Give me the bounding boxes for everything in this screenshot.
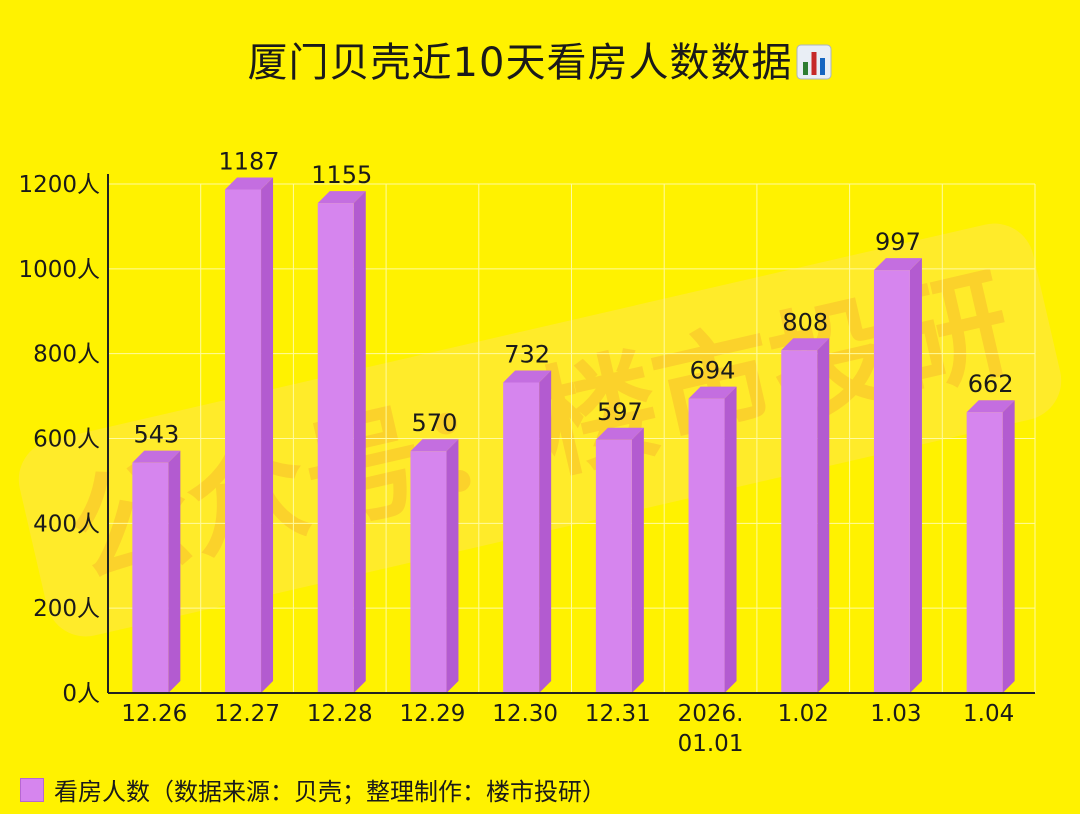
bar-top (132, 450, 181, 463)
x-tick-label: 12.27 (214, 701, 280, 727)
bar (873, 258, 922, 693)
bar-value-label: 543 (133, 421, 179, 449)
y-tick-label: 600人 (33, 427, 100, 453)
bar (688, 386, 737, 693)
bar (410, 439, 459, 693)
bar-top (781, 338, 830, 351)
axes: 0人 200人 400人 600人 800人 1000人 1200人 12.26 12.27 12… (18, 172, 1035, 757)
bar-front (595, 439, 632, 693)
bar-side (817, 338, 830, 693)
bar-top (410, 439, 459, 452)
bar-front (132, 462, 169, 693)
bar-value-label: 597 (597, 398, 643, 426)
bar-value-label: 1187 (219, 148, 280, 176)
bar-top (503, 370, 552, 383)
x-tick-label: 1.04 (963, 701, 1014, 727)
bar-front (225, 189, 262, 693)
bar-front (503, 382, 540, 693)
chart-title-text: 厦门贝壳近10天看房人数数据 (247, 40, 793, 86)
bar-top (966, 400, 1015, 413)
x-tick-label: 2026. 01.01 (678, 701, 744, 757)
bar-top (317, 191, 366, 204)
bar-side (1002, 400, 1015, 693)
bar-value-label: 808 (782, 308, 828, 336)
bar-side (631, 427, 644, 693)
bar-front (688, 398, 725, 693)
bar-value-label: 662 (968, 370, 1014, 398)
bar-front (317, 203, 354, 693)
y-tick-label: 200人 (33, 596, 100, 622)
x-tick-label: 12.31 (585, 701, 651, 727)
y-tick-label: 800人 (33, 342, 100, 368)
x-tick-label: 12.30 (492, 701, 558, 727)
y-tick-label: 400人 (33, 511, 100, 537)
bar-side (539, 370, 552, 693)
bar-front (873, 270, 910, 693)
y-tick-label: 1200人 (18, 172, 100, 198)
bar-side (353, 191, 366, 693)
bar (781, 338, 830, 693)
bar-top (688, 386, 737, 399)
bar-value-label: 732 (504, 341, 550, 369)
bar-top (873, 258, 922, 271)
x-tick-label: 12.26 (121, 701, 187, 727)
bar-top (225, 177, 274, 190)
y-tick-label: 0人 (62, 681, 100, 707)
bar (595, 427, 644, 693)
chart-title: 厦门贝壳近10天看房人数数据 (0, 30, 1080, 90)
bar-side (261, 177, 274, 693)
legend: 看房人数（数据来源：贝壳；整理制作：楼市投研） (20, 772, 606, 807)
bar-side (446, 439, 459, 693)
bar (966, 400, 1015, 693)
bars: 543 1187 1155 570 732 597 694 808 997 662 (132, 148, 1015, 693)
legend-swatch (20, 777, 44, 802)
bar-value-label: 997 (875, 228, 921, 256)
bar-front (966, 412, 1003, 693)
bar (503, 370, 552, 693)
bar (225, 177, 274, 693)
bar-front (410, 451, 447, 693)
bar (317, 191, 366, 693)
bar-front (781, 350, 818, 693)
x-tick-label: 12.29 (400, 701, 466, 727)
x-tick-label: 1.03 (870, 701, 921, 727)
bar-side (168, 450, 181, 693)
bar-chart-icon (796, 44, 832, 90)
bar-side (724, 386, 737, 693)
bar (132, 450, 181, 693)
bar-side (909, 258, 922, 693)
bar-value-label: 694 (690, 357, 736, 385)
x-tick-label: 12.28 (307, 701, 373, 727)
y-tick-label: 1000人 (18, 257, 100, 283)
bar-value-label: 1155 (311, 161, 372, 189)
legend-label: 看房人数（数据来源：贝壳；整理制作：楼市投研） (54, 778, 606, 806)
bar-top (595, 427, 644, 440)
x-tick-label: 1.02 (778, 701, 829, 727)
bar-value-label: 570 (412, 409, 458, 437)
